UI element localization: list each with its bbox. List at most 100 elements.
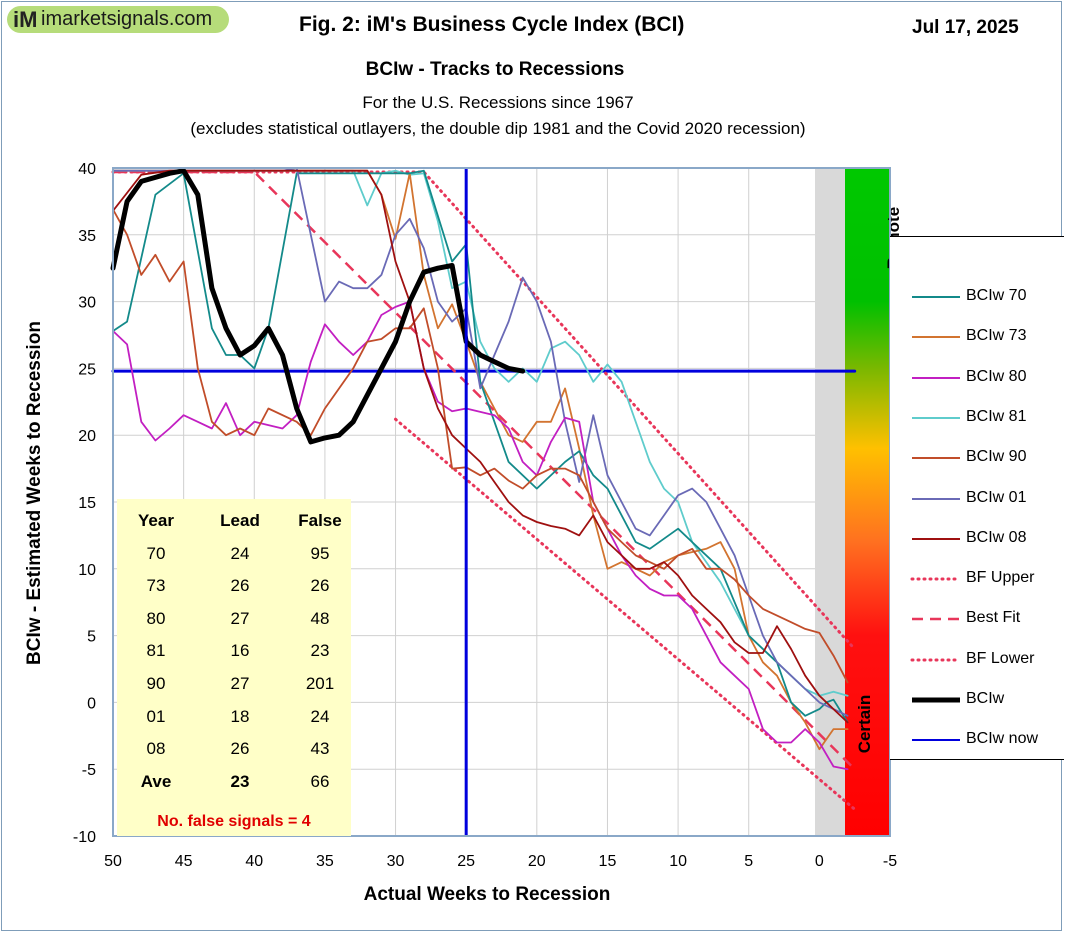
table-cell: 01 <box>146 706 166 726</box>
x-tick-label: 35 <box>316 853 334 870</box>
legend-label: BCIw 70 <box>966 287 1027 304</box>
legend-swatch <box>912 739 960 742</box>
legend-item: BCIw now <box>890 730 1064 760</box>
x-tick-label: 5 <box>744 853 753 870</box>
y-tick-label: 0 <box>87 695 96 712</box>
legend-item: BCIw 90 <box>890 448 1064 478</box>
zone-label-certain: Certain <box>855 695 874 754</box>
table-cell: 26 <box>230 576 250 596</box>
table-cell: 48 <box>310 608 330 628</box>
legend-label: BCIw now <box>966 730 1039 748</box>
table-header: Lead <box>220 511 260 530</box>
legend-item: BF Lower <box>890 650 1064 680</box>
chart-note-1: For the U.S. Recessions since 1967 <box>362 93 634 112</box>
series-layer <box>110 167 857 836</box>
series-line-bciw-73 <box>112 169 849 751</box>
x-tick-label: 50 <box>104 853 122 870</box>
x-tick-label: 45 <box>175 853 193 870</box>
y-tick-label: 20 <box>78 428 96 445</box>
legend-label: BCIw 73 <box>966 327 1027 345</box>
legend-swatch <box>912 697 960 703</box>
legend-item: BF Upper <box>890 569 1064 599</box>
false-signals-note: No. false signals = 4 <box>157 813 311 830</box>
legend-label: BCIw 01 <box>966 488 1027 506</box>
legend-swatch <box>912 497 960 500</box>
series-line-bf-lower <box>394 417 857 811</box>
legend-item: BCIw 81 <box>890 408 1064 438</box>
x-tick-label: 15 <box>599 853 617 870</box>
x-tick-label: 0 <box>815 853 824 870</box>
logo[interactable]: iM imarketsignals.com <box>7 6 229 33</box>
legend-label: BCIw 80 <box>966 367 1027 385</box>
legend-item: BCIw 73 <box>890 327 1064 357</box>
table-cell: 70 <box>146 543 166 563</box>
legend-swatch <box>912 618 960 621</box>
legend-label: BF Lower <box>966 649 1035 667</box>
series-line-bciw-80 <box>112 300 849 771</box>
table-header: Year <box>138 511 174 530</box>
legend-item: BCIw 01 <box>890 489 1064 519</box>
table-cell: 73 <box>146 576 166 596</box>
legend-item: BCIw 80 <box>890 368 1064 398</box>
table-cell: 27 <box>230 674 250 693</box>
series-line-bciw-90 <box>112 208 849 684</box>
page-title: Fig. 2: iM's Business Cycle Index (BCI) <box>299 13 685 36</box>
legend-swatch <box>912 376 960 379</box>
y-tick-label: 5 <box>87 629 96 646</box>
y-tick-label: 40 <box>78 161 96 178</box>
legend-item: BCIw 08 <box>890 529 1064 559</box>
legend-swatch <box>910 658 962 662</box>
legend-label: BCIw 08 <box>966 528 1027 546</box>
legend-swatch <box>910 577 962 581</box>
legend-label: BCIw 90 <box>966 448 1027 466</box>
legend-label: BCIw 81 <box>966 407 1027 425</box>
table-cell: 81 <box>146 641 166 661</box>
y-tick-label: 10 <box>78 562 96 579</box>
recession-zone <box>815 168 845 836</box>
table-cell: 26 <box>310 576 330 596</box>
x-tick-label: 20 <box>528 853 546 870</box>
table-cell: 27 <box>230 608 250 628</box>
legend-label: Best Fit <box>966 609 1021 627</box>
chart-note-2: (excludes statistical outlayers, the dou… <box>190 119 806 138</box>
y-tick-label: 15 <box>78 495 96 512</box>
signal-gradient-bar <box>845 168 890 836</box>
legend-item: BCIw <box>890 690 1064 720</box>
x-tick-label: 25 <box>457 853 475 870</box>
axis-ticks: 50 45 40 35 30 25 20 15 10 5 0 -54035302520151050-5… <box>73 161 897 870</box>
legend-item: Best Fit <box>890 609 1064 639</box>
legend-label: BF Upper <box>966 569 1035 587</box>
x-tick-label: -5 <box>883 853 897 870</box>
stats-table: Year Lead False 70 24 95 73 26 26 80 27 48 81 16 23 90 2… <box>117 499 351 836</box>
y-tick-label: 25 <box>78 361 96 378</box>
series-line-bciw-70 <box>112 169 849 724</box>
legend-swatch <box>912 537 960 540</box>
legend-swatch <box>912 416 960 419</box>
date-label: Jul 17, 2025 <box>912 17 1019 38</box>
logo-mark: iM <box>13 7 38 32</box>
table-average: 66 <box>310 771 330 791</box>
table-cell: 90 <box>146 674 166 693</box>
table-cell: 201 <box>305 674 335 693</box>
series-line-bciw <box>110 168 526 445</box>
y-tick-label: -5 <box>82 762 96 779</box>
x-tick-label: 30 <box>387 853 405 870</box>
x-tick-label: 40 <box>245 853 263 870</box>
series-line-bciw-08 <box>112 169 849 724</box>
x-axis-title: Actual Weeks to Recession <box>364 884 611 905</box>
table-cell: 80 <box>146 608 166 628</box>
y-tick-label: -10 <box>73 829 96 846</box>
y-axis-title: BCIw - Estimated Weeks to Recession <box>24 321 45 665</box>
chart-subtitle: BCIw - Tracks to Recessions <box>365 59 625 80</box>
legend-item: BCIw 70 <box>890 287 1064 317</box>
table-average: 23 <box>230 771 250 791</box>
table-average: Ave <box>140 771 172 791</box>
chart-legend: BCIw 70 BCIw 73 BCIw 80 BCIw 81 BCIw 90 BCIw … <box>890 236 1064 760</box>
y-tick-label: 35 <box>78 228 96 245</box>
table-cell: 43 <box>310 739 330 759</box>
y-tick-label: 30 <box>78 295 96 312</box>
table-cell: 95 <box>310 543 330 563</box>
legend-label: BCIw <box>966 690 1005 707</box>
table-cell: 24 <box>230 543 250 563</box>
table-cell: 26 <box>230 739 250 759</box>
